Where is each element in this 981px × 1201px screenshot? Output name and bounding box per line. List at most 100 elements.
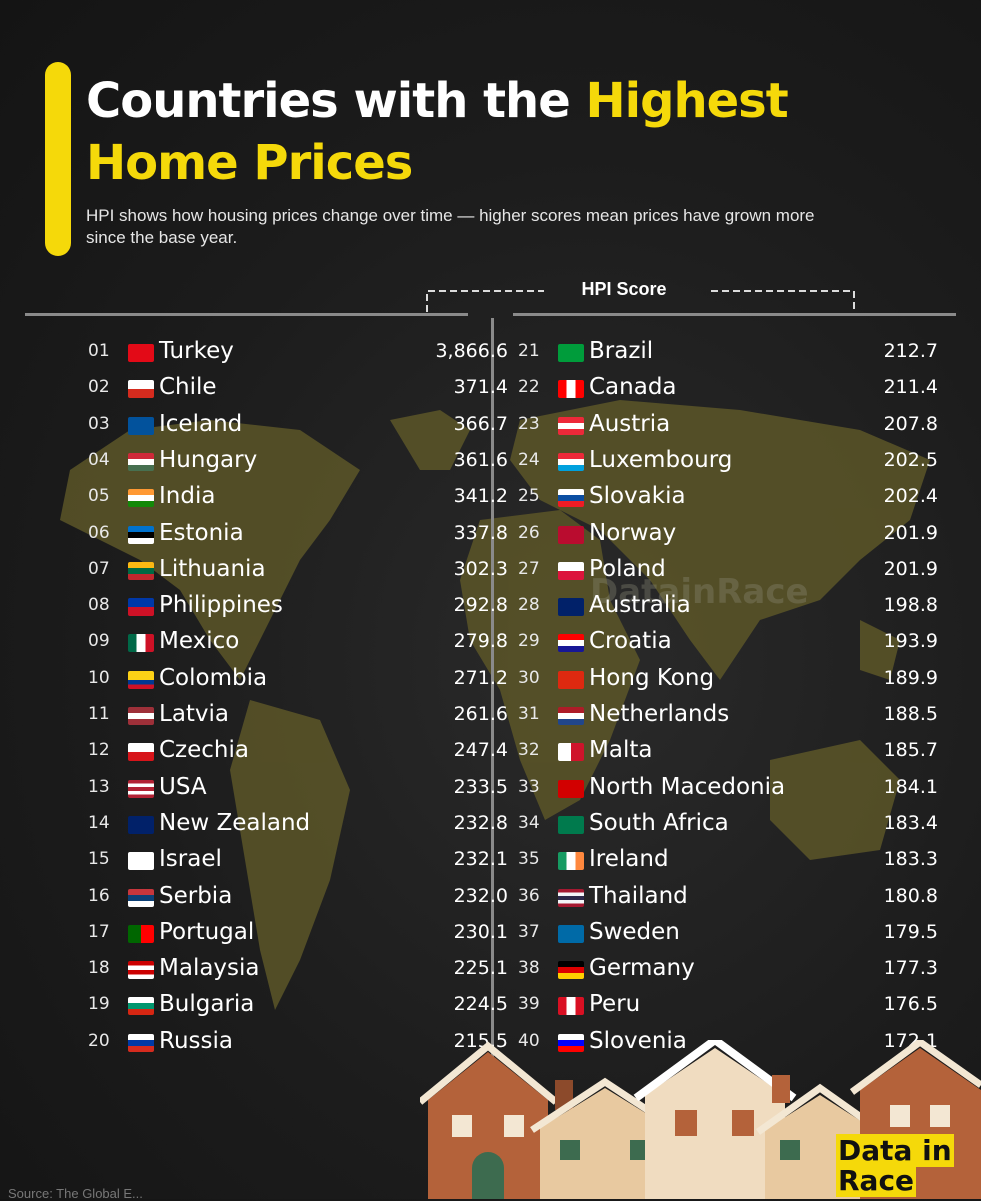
- title-accent-bar: [45, 62, 71, 256]
- hpi-score-value: 337.8: [453, 521, 508, 544]
- hpi-score-value: 212.7: [883, 340, 938, 362]
- flag-icon: [128, 489, 154, 508]
- flag-icon: [128, 743, 154, 762]
- flag-icon: [128, 598, 154, 617]
- table-row: 07 Lithuania 302.3: [88, 555, 508, 591]
- flag-icon: [558, 924, 584, 943]
- flag-icon: [128, 344, 154, 362]
- rank-number: 26: [518, 522, 540, 543]
- flag-icon: [128, 707, 154, 725]
- hpi-score-value: 247.4: [453, 739, 508, 762]
- hpi-score-value: 202.4: [883, 485, 938, 508]
- table-row: 38 Germany 177.3: [518, 954, 938, 990]
- hpi-score-value: 180.8: [883, 884, 938, 907]
- table-row: 14 New Zealand 232.8: [88, 809, 508, 845]
- flag-icon: [128, 997, 154, 1016]
- flag-icon: [558, 561, 584, 580]
- hpi-score-value: 292.8: [453, 594, 508, 617]
- table-row: 18 Malaysia 225.1: [88, 954, 508, 990]
- table-row: 33 North Macedonia 184.1: [518, 773, 938, 809]
- rank-number: 10: [88, 667, 110, 688]
- country-name: Hungary: [159, 446, 258, 473]
- subtitle: HPI shows how housing prices change over…: [86, 206, 815, 247]
- rank-number: 04: [88, 449, 110, 470]
- table-row: 36 Thailand 180.8: [518, 882, 938, 918]
- table-row: 17 Portugal 230.1: [88, 918, 508, 954]
- flag-icon: [128, 416, 154, 435]
- country-name: Germany: [589, 955, 695, 982]
- hpi-score-value: 177.3: [883, 957, 938, 980]
- table-row: 13 USA 233.5: [88, 773, 508, 809]
- table-row: 23 Austria 207.8: [518, 410, 938, 446]
- rank-number: 05: [88, 486, 110, 507]
- flag-icon: [128, 561, 154, 580]
- hpi-score-value: 302.3: [453, 557, 508, 580]
- hpi-score-value: 201.9: [883, 521, 938, 544]
- rank-number: 34: [518, 812, 540, 833]
- flag-icon: [128, 779, 154, 798]
- flag-icon: [128, 852, 154, 871]
- brand-line-2: Race: [836, 1164, 917, 1197]
- country-name: Mexico: [159, 628, 240, 655]
- hpi-score-value: 271.2: [453, 666, 508, 689]
- hpi-score-value: 261.6: [453, 703, 508, 725]
- flag-icon: [558, 634, 584, 653]
- flag-icon: [558, 670, 584, 689]
- flag-icon: [558, 1033, 584, 1052]
- table-row: 16 Serbia 232.0: [88, 882, 508, 918]
- country-name: Serbia: [159, 882, 233, 909]
- country-name: Malaysia: [159, 955, 260, 982]
- rank-number: 01: [88, 341, 110, 361]
- country-name: Portugal: [159, 918, 255, 945]
- country-name: Ireland: [589, 846, 669, 873]
- table-row: 06 Estonia 337.8: [88, 519, 508, 555]
- table-row: 08 Philippines 292.8: [88, 591, 508, 627]
- hpi-score-value: 184.1: [883, 775, 938, 798]
- rank-number: 32: [518, 740, 540, 761]
- country-name: USA: [159, 773, 207, 800]
- country-name: Turkey: [159, 338, 234, 364]
- rank-number: 36: [518, 885, 540, 906]
- table-row: 19 Bulgaria 224.5: [88, 990, 508, 1026]
- country-name: Netherlands: [589, 701, 730, 727]
- hpi-score-value: 188.5: [883, 703, 938, 725]
- hpi-score-value: 179.5: [883, 920, 938, 943]
- country-name: North Macedonia: [589, 773, 786, 800]
- table-row: 28 Australia 198.8: [518, 591, 938, 627]
- rank-number: 03: [88, 413, 110, 434]
- country-name: Poland: [589, 555, 666, 582]
- page-title: Countries with the Highest Home Prices: [86, 70, 789, 194]
- hpi-score-value: 176.5: [883, 993, 938, 1016]
- table-row: 03 Iceland 366.7: [88, 410, 508, 446]
- country-name: Australia: [589, 592, 691, 619]
- hpi-score-value: 361.6: [453, 448, 508, 471]
- table-row: 02 Chile 371.4: [88, 373, 508, 409]
- flag-icon: [128, 452, 154, 471]
- rank-number: 13: [88, 776, 110, 797]
- country-name: South Africa: [589, 809, 729, 836]
- table-row: 21 Brazil 212.7: [518, 337, 938, 373]
- country-name: Hong Kong: [589, 664, 715, 691]
- flag-icon: [558, 525, 584, 544]
- table-row: 31 Netherlands 188.5: [518, 700, 938, 736]
- hpi-score-value: 225.1: [453, 957, 508, 980]
- flag-icon: [558, 344, 584, 362]
- hpi-score-value: 211.4: [883, 376, 938, 399]
- country-name: Peru: [589, 991, 641, 1018]
- rank-number: 19: [88, 994, 110, 1015]
- table-row: 10 Colombia 271.2: [88, 664, 508, 700]
- hpi-score-value: 185.7: [883, 739, 938, 762]
- flag-icon: [558, 452, 584, 471]
- hpi-score-value: 279.8: [453, 630, 508, 653]
- table-row: 20 Russia 215.5: [88, 1027, 508, 1063]
- table-row: 30 Hong Kong 189.9: [518, 664, 938, 700]
- rank-number: 17: [88, 921, 110, 942]
- rank-number: 35: [518, 849, 540, 870]
- hpi-score-value: 3,866.6: [435, 340, 508, 362]
- country-name: Lithuania: [159, 555, 266, 582]
- rank-number: 33: [518, 776, 540, 797]
- hpi-score-value: 371.4: [453, 376, 508, 399]
- flag-icon: [558, 743, 584, 762]
- watermark: DatainRace: [590, 572, 809, 612]
- column-header-hpi-score: HPI Score: [581, 279, 667, 299]
